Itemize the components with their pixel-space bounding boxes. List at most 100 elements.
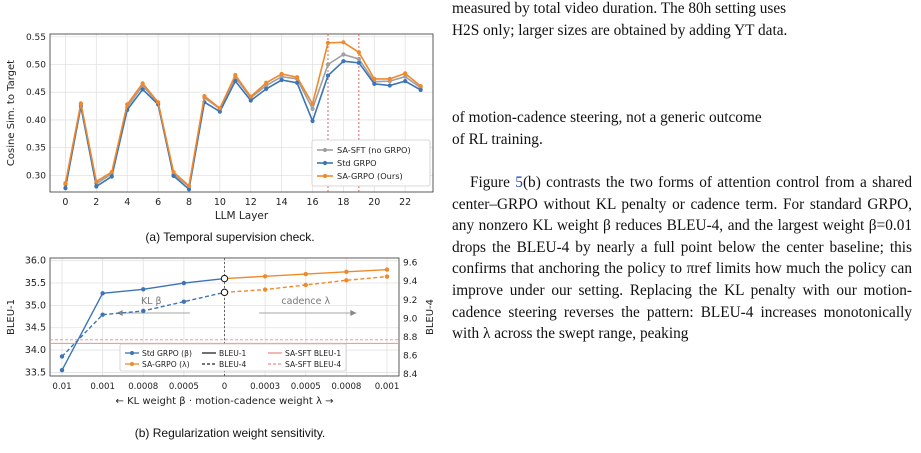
y-tick-label: 36.0: [25, 256, 46, 267]
text-line: H2S only; larger sizes are obtained by a…: [452, 21, 788, 39]
data-point: [248, 98, 253, 103]
data-point: [141, 308, 146, 314]
x-tick-label: 12: [245, 197, 257, 208]
x-tick-label: 0.01: [52, 382, 71, 392]
data-point: [233, 72, 238, 78]
y-right-tick-label: 9.4: [403, 277, 418, 287]
x-tick-label: 6: [155, 197, 161, 208]
x-tick-label: 20: [368, 197, 380, 208]
x-tick-label: 0: [222, 382, 227, 392]
legend-marker: [130, 362, 134, 366]
caption-a: (a) Temporal supervision check.: [145, 230, 315, 244]
data-point: [262, 274, 268, 279]
legend-box: [119, 343, 347, 372]
data-point: [387, 76, 392, 82]
legend-marker: [130, 351, 134, 355]
annotation-cadence: cadence λ: [281, 296, 330, 307]
regularization-sensitivity-chart: 33.5 34.0 34.5 35.0 35.5 36.0 8.4 8.6 8.8 9.0 9.2 9…: [6, 256, 436, 407]
data-point: [310, 106, 315, 111]
figure-5: 0.30 0.35 0.40 0.45 0.50 0.55 0 2 4 6 8 10 12 14 16 18 2…: [0, 0, 440, 453]
data-point: [140, 87, 145, 92]
y-tick-label: 0.45: [26, 88, 46, 98]
x-tick-label: 0.0005: [291, 382, 321, 392]
data-point: [310, 118, 315, 124]
data-point: [384, 274, 390, 279]
legend-box: [311, 139, 431, 187]
data-point: [217, 106, 222, 111]
y-tick-label: 0.40: [26, 116, 46, 126]
paragraph-2: Figure 5(b) contrasts the two forms of a…: [452, 172, 912, 345]
y-axis-label: Cosine Sim. to Target: [6, 60, 17, 166]
data-point: [356, 56, 361, 62]
legend-marker: [322, 160, 328, 166]
data-point: [109, 174, 114, 179]
legend-label: BLEU-4: [219, 360, 247, 369]
data-point: [384, 267, 390, 272]
text-line: of motion-cadence steering, not a generi…: [452, 109, 762, 126]
y-right-tick-label: 8.4: [403, 370, 418, 380]
data-point: [248, 94, 253, 99]
x-tick-label: 0.0005: [169, 382, 199, 392]
legend-label: SA-GRPO (Ours): [337, 171, 403, 181]
data-point: [372, 76, 377, 82]
x-tick-label: 0.001: [90, 382, 115, 392]
data-point: [403, 71, 408, 76]
data-point: [356, 50, 361, 55]
x-tick-label: 8: [186, 197, 192, 208]
center-point: [220, 288, 229, 297]
x-tick-label: 16: [306, 197, 318, 208]
y-right-tick-label: 9.2: [403, 296, 417, 306]
data-point: [181, 280, 187, 286]
data-point: [94, 179, 99, 184]
data-point: [156, 100, 161, 105]
series-line: [64, 41, 422, 188]
x-tick-label: 10: [214, 197, 226, 208]
data-point: [217, 109, 222, 114]
data-point: [109, 169, 114, 175]
y-right-tick-label: 8.8: [403, 333, 418, 343]
text-line: measured by total video duration. The 80…: [452, 0, 787, 17]
legend-marker: [322, 173, 328, 179]
data-point: [344, 278, 349, 283]
data-point: [403, 79, 408, 84]
data-point: [63, 186, 68, 191]
series-line: [64, 60, 422, 191]
y-right-tick-label: 9.0: [403, 314, 418, 324]
data-point: [186, 187, 192, 192]
legend-label: SA-SFT (no GRPO): [337, 145, 411, 155]
x-tick-label: 2: [93, 197, 99, 208]
y-tick-label: 34.5: [25, 323, 46, 334]
data-point: [387, 83, 392, 88]
x-tick-label: 0.0003: [250, 382, 280, 392]
data-point: [125, 102, 130, 107]
legend-label: Std GRPO (β): [142, 349, 192, 358]
data-point: [303, 282, 308, 288]
data-point: [325, 73, 331, 78]
data-point: [279, 77, 284, 83]
x-tick-label: 4: [124, 197, 130, 208]
data-point: [279, 71, 284, 77]
y-axis-label: BLEU-1: [6, 299, 17, 335]
y-tick-label: 0.50: [26, 60, 46, 70]
y-tick-label: 0.30: [26, 171, 46, 181]
data-point: [264, 86, 269, 91]
legend-marker: [322, 147, 328, 153]
y-right-tick-label: 8.6: [403, 352, 418, 362]
legend-label: SA-SFT BLEU-1: [285, 349, 341, 358]
x-tick-label: 0.0008: [331, 382, 361, 392]
data-point: [186, 183, 192, 189]
data-point: [141, 287, 146, 292]
y-tick-label: 33.5: [25, 367, 46, 378]
data-point: [341, 52, 346, 57]
data-point: [59, 354, 65, 359]
y-right-axis-label: BLEU-4: [425, 299, 436, 335]
y-tick-label: 0.55: [26, 33, 46, 43]
data-point: [310, 101, 315, 106]
data-point: [202, 93, 207, 99]
y-tick-label: 34.0: [25, 345, 46, 356]
y-tick-label: 0.35: [26, 144, 46, 154]
plot-frame: [49, 33, 434, 193]
data-point: [418, 84, 423, 89]
y-right-tick-label: 9.6: [403, 259, 418, 269]
figure-link[interactable]: 5: [515, 174, 523, 191]
